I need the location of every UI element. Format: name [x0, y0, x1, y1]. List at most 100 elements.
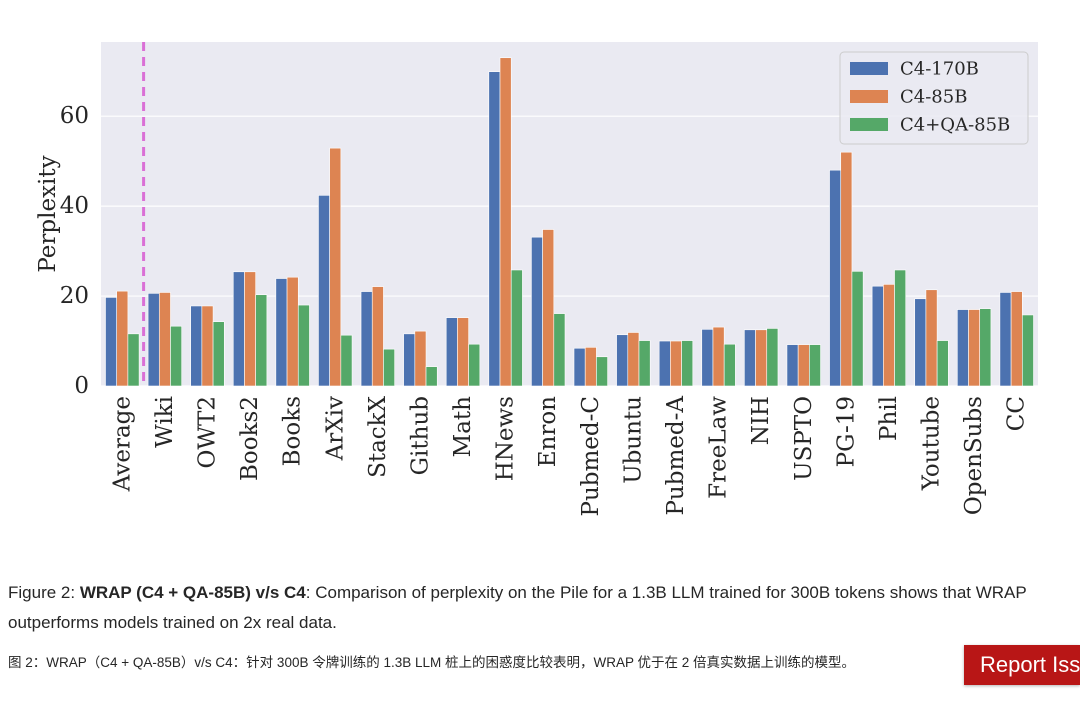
bar-c4-170b-enron	[531, 236, 543, 387]
x-tick-label: Books	[280, 396, 306, 466]
bar-c4-170b-ubuntu	[616, 334, 629, 387]
bar-c4-qa-85b-cc	[1022, 314, 1034, 387]
bar-c4-170b-phil	[871, 285, 884, 387]
x-tick-label: Pubmed-C	[578, 396, 604, 517]
x-tick-label: Wiki	[152, 396, 178, 448]
bar-c4-qa-85b-wiki	[170, 325, 182, 387]
figure-title: WRAP (C4 + QA-85B) v/s C4	[79, 583, 306, 602]
bar-c4-qa-85b-pubmed-a	[681, 340, 694, 387]
legend-swatch	[850, 62, 888, 75]
bar-c4-qa-85b-books2	[255, 294, 268, 387]
bar-c4-qa-85b-average	[127, 333, 140, 387]
bar-c4-85b-github	[414, 330, 427, 387]
bar-c4-qa-85b-phil	[894, 269, 907, 387]
bar-c4-170b-pubmed-a	[658, 340, 671, 387]
figure-caption: Figure 2: WRAP (C4 + QA-85B) v/s C4: Com…	[8, 578, 1068, 638]
x-tick-label: Pubmed-A	[663, 396, 689, 516]
bar-c4-170b-github	[403, 333, 416, 387]
x-tick-label: ArXiv	[322, 396, 348, 461]
legend-label: C4-170B	[900, 59, 979, 80]
bar-c4-170b-freelaw	[701, 329, 714, 387]
bar-c4-170b-hnews	[488, 71, 501, 387]
bar-c4-85b-uspto	[797, 344, 810, 387]
bar-c4-85b-books2	[244, 271, 256, 387]
bar-c4-170b-math	[445, 317, 458, 387]
bar-c4-85b-hnews	[499, 57, 512, 387]
bar-c4-170b-opensubs	[957, 309, 969, 387]
bar-c4-85b-arxiv	[329, 147, 342, 387]
y-tick-label: 60	[60, 103, 89, 129]
bar-c4-170b-pubmed-c	[573, 347, 586, 387]
x-tick-label: OWT2	[194, 396, 220, 468]
bar-c4-170b-pg-19	[829, 169, 842, 387]
legend-swatch	[850, 90, 888, 103]
bar-c4-170b-nih	[744, 329, 756, 387]
bar-c4-qa-85b-pubmed-c	[596, 356, 608, 387]
bar-c4-qa-85b-math	[468, 343, 481, 387]
bar-c4-170b-arxiv	[318, 195, 330, 387]
bar-c4-85b-nih	[755, 329, 768, 387]
bar-c4-qa-85b-stackx	[383, 348, 395, 387]
x-tick-label: Math	[450, 396, 476, 458]
x-tick-label: Github	[407, 396, 433, 475]
x-tick-label: USPTO	[791, 396, 817, 481]
bar-c4-85b-ubuntu	[627, 332, 640, 387]
bar-c4-170b-books	[275, 278, 288, 387]
x-tick-label: PG-19	[833, 396, 859, 467]
bar-c4-170b-uspto	[786, 344, 799, 387]
bar-c4-170b-cc	[999, 292, 1012, 387]
bar-c4-qa-85b-hnews	[510, 269, 523, 387]
bar-c4-qa-85b-pg-19	[851, 271, 864, 387]
x-tick-label: OpenSubs	[961, 396, 987, 515]
figure-description: : Comparison of perplexity on the Pile f…	[8, 583, 1027, 632]
bar-c4-170b-owt2	[190, 305, 203, 387]
bar-c4-qa-85b-github	[425, 366, 438, 387]
y-tick-label: 20	[60, 283, 89, 309]
x-tick-label: CC	[1004, 396, 1030, 431]
y-tick-label: 0	[74, 373, 89, 399]
bar-c4-85b-pg-19	[840, 151, 853, 387]
x-tick-label: Average	[109, 396, 135, 492]
x-tick-label: Books2	[237, 396, 263, 481]
x-tick-label: HNews	[493, 396, 519, 481]
x-tick-label: StackX	[365, 395, 391, 478]
x-tick-label: Youtube	[919, 396, 945, 491]
bar-c4-qa-85b-uspto	[809, 344, 821, 387]
bar-c4-qa-85b-ubuntu	[638, 340, 651, 387]
bar-c4-85b-pubmed-c	[584, 347, 597, 387]
x-tick-label: NIH	[748, 396, 774, 445]
y-tick-label: 40	[60, 193, 89, 219]
bar-c4-qa-85b-opensubs	[979, 308, 992, 387]
report-issue-button[interactable]: Report Issue	[964, 645, 1080, 685]
bar-c4-85b-freelaw	[712, 326, 725, 387]
bar-c4-qa-85b-arxiv	[340, 334, 353, 387]
bar-c4-qa-85b-owt2	[212, 321, 225, 387]
figure-label: Figure 2:	[8, 583, 80, 602]
x-tick-label: Enron	[535, 396, 561, 467]
bar-c4-85b-average	[116, 290, 129, 387]
bar-c4-85b-stackx	[371, 286, 384, 387]
y-axis-ticks: 0 20 40 60	[60, 103, 89, 399]
legend-swatch	[850, 118, 888, 131]
legend-label: C4+QA-85B	[900, 115, 1010, 136]
bar-c4-85b-books	[286, 276, 299, 387]
bar-c4-170b-youtube	[914, 298, 927, 387]
x-tick-label: FreeLaw	[706, 396, 732, 499]
legend-label: C4-85B	[900, 87, 967, 108]
bar-c4-qa-85b-youtube	[936, 340, 949, 387]
legend: C4-170B C4-85B C4+QA-85B	[839, 51, 1029, 145]
x-tick-label: Phil	[876, 396, 902, 441]
bar-c4-85b-opensubs	[968, 309, 981, 387]
bars	[105, 57, 1034, 387]
bar-c4-qa-85b-freelaw	[723, 343, 736, 387]
bar-c4-qa-85b-nih	[766, 328, 779, 387]
bar-c4-170b-wiki	[147, 293, 160, 387]
bar-c4-85b-owt2	[201, 305, 214, 387]
bar-c4-qa-85b-books	[297, 304, 310, 387]
bar-c4-170b-stackx	[360, 291, 373, 387]
bar-c4-85b-youtube	[925, 289, 938, 387]
bar-c4-qa-85b-enron	[553, 313, 566, 387]
bar-c4-170b-average	[105, 297, 117, 387]
bar-c4-85b-cc	[1010, 291, 1023, 387]
x-tick-label: Ubuntu	[620, 396, 646, 484]
